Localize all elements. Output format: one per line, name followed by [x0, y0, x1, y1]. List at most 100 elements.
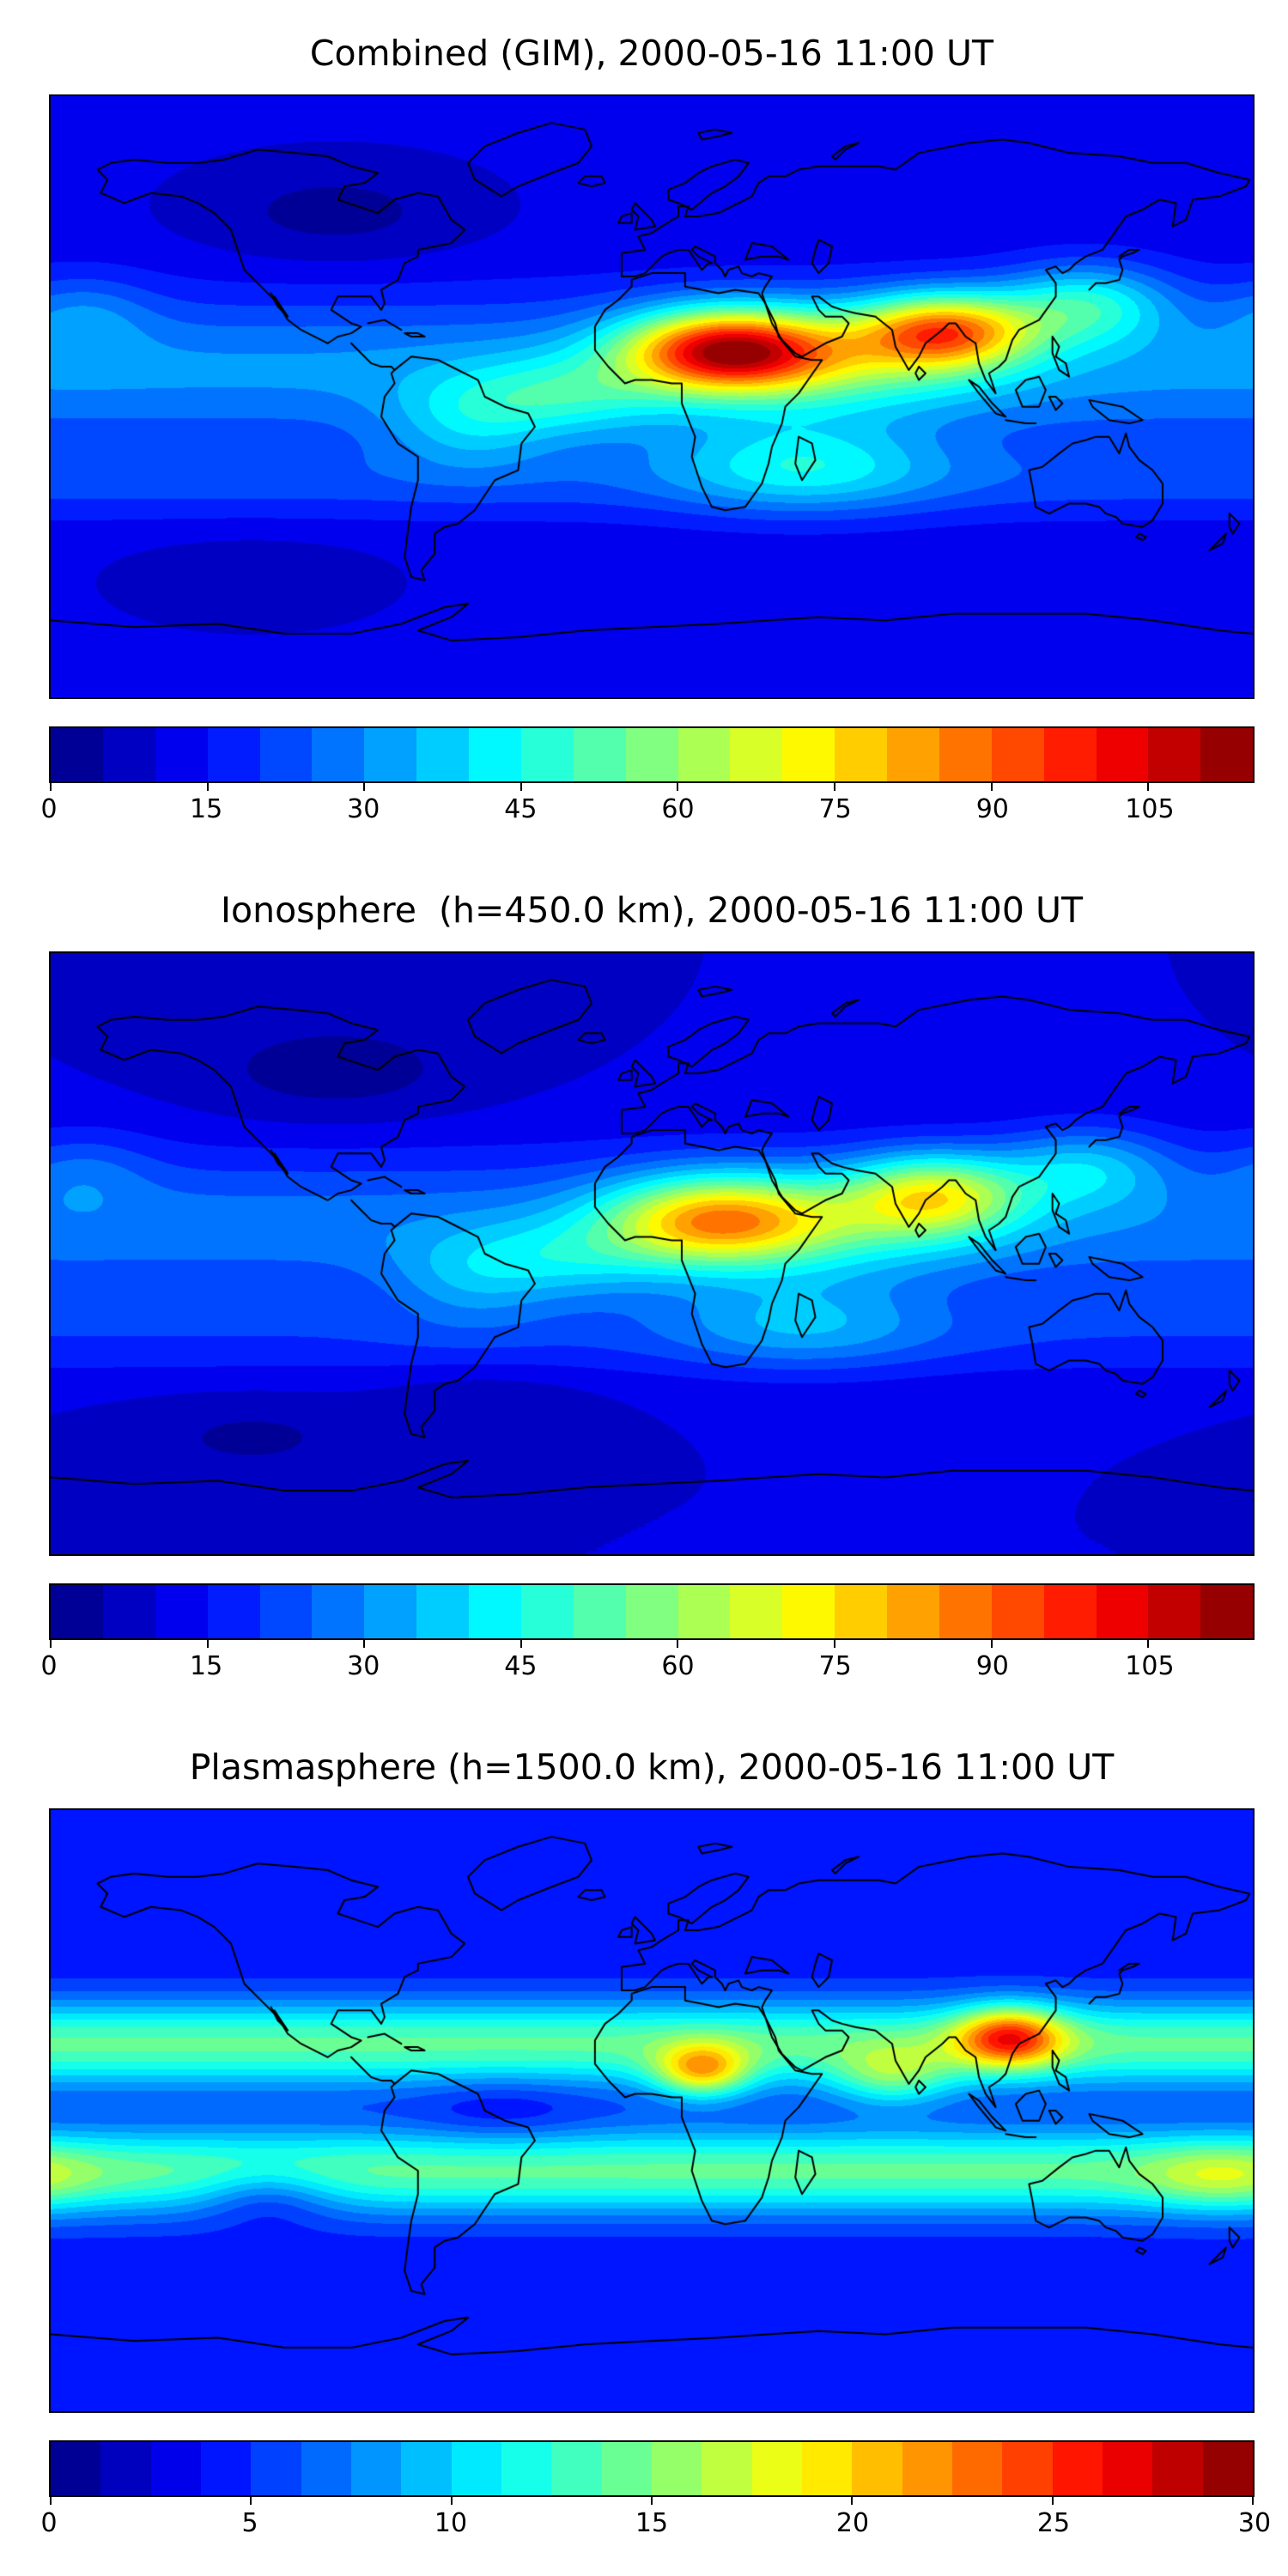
colorbar-segment: [782, 1585, 835, 1638]
panel-plasmasphere: Plasmasphere (h=1500.0 km), 2000-05-16 1…: [0, 1745, 1288, 2538]
colorbar-segment: [155, 1585, 208, 1638]
colorbar-tick: [363, 783, 366, 791]
colorbar-tick-label: 90: [975, 1651, 1009, 1681]
colorbar-segment: [364, 1585, 417, 1638]
colorbar-tick: [519, 1640, 522, 1648]
colorbar-tick: [50, 2497, 52, 2505]
colorbar-segment: [651, 2442, 702, 2495]
colorbar-tick: [677, 1640, 679, 1648]
colorbar-segment: [469, 728, 521, 781]
tec-map-canvas-plasmasphere: [51, 1810, 1253, 2411]
colorbar-segment: [251, 2442, 301, 2495]
colorbar-tick: [990, 783, 993, 791]
tec-map-canvas-combined: [51, 96, 1253, 697]
colorbar-segment: [852, 2442, 902, 2495]
colorbar-segment: [1096, 1585, 1149, 1638]
colorbar-segment: [835, 1585, 887, 1638]
colorbar-segment: [887, 728, 939, 781]
world-map-plasmasphere: [49, 1808, 1255, 2413]
colorbar-tick-label: 10: [434, 2508, 468, 2538]
colorbar-tick: [651, 2497, 653, 2505]
colorbar-tick: [450, 2497, 453, 2505]
colorbar-tick: [1252, 2497, 1254, 2505]
colorbar-tick: [206, 783, 209, 791]
colorbar-tick-label: 5: [241, 2508, 258, 2538]
colorbar-segment: [200, 2442, 252, 2495]
colorbar-segment: [730, 728, 783, 781]
world-map-combined: [49, 94, 1255, 699]
colorbar-tick-label: 20: [835, 2508, 870, 2538]
colorbar-blocks: [51, 1585, 1254, 1638]
colorbar-segment: [451, 2442, 501, 2495]
colorbar-tick-label: 75: [818, 794, 852, 824]
colorbar-tick-label: 60: [661, 794, 695, 824]
colorbar-tick-label: 30: [1237, 2508, 1272, 2538]
colorbar-segment: [702, 2442, 752, 2495]
colorbar-segment: [51, 1585, 103, 1638]
panel-ionosphere: Ionosphere (h=450.0 km), 2000-05-16 11:0…: [0, 888, 1288, 1681]
colorbar-segment: [51, 728, 103, 781]
colorbar-tick-label: 15: [190, 1651, 223, 1681]
colorbar-segment: [551, 2442, 602, 2495]
colorbar-tick: [1147, 783, 1150, 791]
colorbar-segment: [301, 2442, 351, 2495]
colorbar-segment: [401, 2442, 452, 2495]
colorbar-tick-label: 0: [40, 794, 58, 824]
colorbar-segment: [951, 2442, 1003, 2495]
colorbar-segment: [1102, 2442, 1153, 2495]
colorbar-tick: [206, 1640, 209, 1648]
colorbar-segment: [991, 728, 1044, 781]
colorbar-tick: [677, 783, 679, 791]
colorbar-tick-label: 0: [40, 2508, 58, 2538]
colorbar-segment: [207, 1585, 260, 1638]
colorbar-tick-label: 25: [1036, 2508, 1071, 2538]
colorbar-segment: [102, 728, 155, 781]
colorbar-tick-label: 105: [1125, 1651, 1175, 1681]
colorbar-tick-label: 30: [347, 1651, 380, 1681]
colorbar-segment: [887, 1585, 939, 1638]
colorbar-segment: [150, 2442, 201, 2495]
colorbar-segment: [416, 1585, 469, 1638]
colorbar-segment: [155, 728, 208, 781]
colorbar-segment: [939, 728, 992, 781]
colorbar-tick-label: 60: [661, 1651, 695, 1681]
colorbar-tick: [834, 783, 836, 791]
colorbar-labels-combined: 0 15 30 45 60 75 90 105: [40, 783, 1255, 824]
colorbar-segment: [1148, 1585, 1201, 1638]
colorbar-segment: [939, 1585, 992, 1638]
colorbar-segment: [1148, 728, 1201, 781]
colorbar-segment: [259, 1585, 313, 1638]
colorbar-segment: [573, 1585, 626, 1638]
colorbar-segment: [102, 1585, 155, 1638]
colorbar-segment: [312, 1585, 365, 1638]
colorbar-segment: [1002, 2442, 1053, 2495]
colorbar-tick: [50, 1640, 52, 1648]
colorbar-segment: [469, 1585, 521, 1638]
colorbar-segment: [730, 1585, 783, 1638]
colorbar-tick-label: 45: [504, 794, 538, 824]
colorbar-segment: [782, 728, 835, 781]
colorbar-segment: [991, 1585, 1044, 1638]
colorbar-labels-ionosphere: 0 15 30 45 60 75 90 105: [40, 1640, 1255, 1681]
colorbar-segment: [677, 1585, 731, 1638]
colorbar-segment: [312, 728, 365, 781]
colorbar-segment: [1152, 2442, 1203, 2495]
colorbar-segment: [1096, 728, 1149, 781]
panel-title-combined: Combined (GIM), 2000-05-16 11:00 UT: [309, 33, 994, 74]
colorbar-segment: [1043, 1585, 1097, 1638]
colorbar-tick-label: 45: [504, 1651, 538, 1681]
colorbar-tick-label: 15: [635, 2508, 669, 2538]
colorbar-segment: [625, 1585, 678, 1638]
colorbar-segment: [364, 728, 417, 781]
colorbar-tick: [250, 2497, 252, 2505]
colorbar-segment: [801, 2442, 853, 2495]
colorbar-tick: [363, 1640, 366, 1648]
colorbar-combined: [49, 726, 1255, 791]
colorbar-segment: [416, 728, 469, 781]
tec-map-canvas-ionosphere: [51, 953, 1253, 1554]
colorbar-ionosphere: [49, 1583, 1255, 1648]
colorbar-tick-label: 30: [347, 794, 380, 824]
colorbar-segment: [51, 2442, 101, 2495]
colorbar-segment: [1052, 2442, 1103, 2495]
